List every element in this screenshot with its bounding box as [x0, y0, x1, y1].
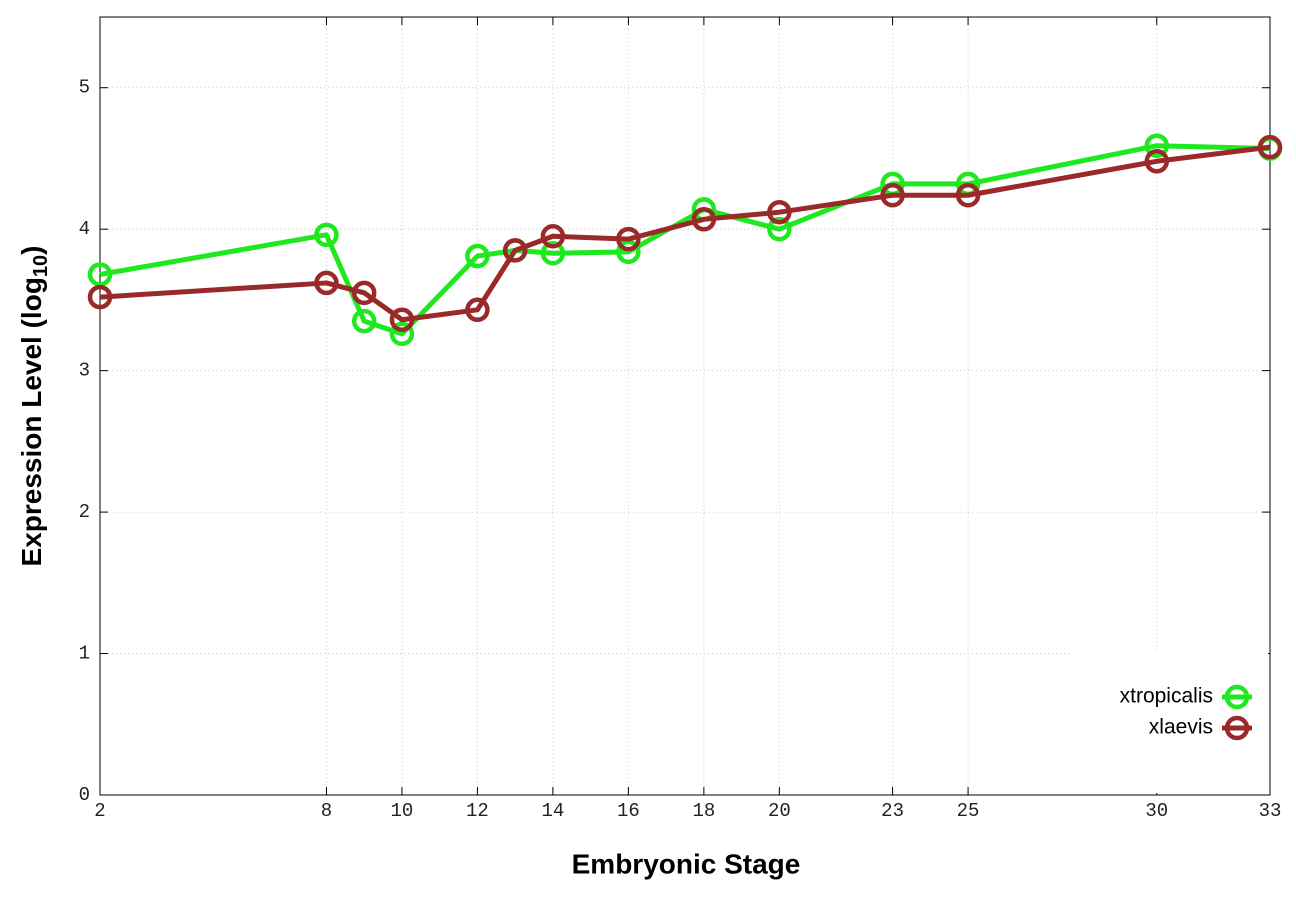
series-line — [99, 143, 1271, 337]
legend-swatch-marker — [1224, 684, 1250, 710]
x-tick-label: 18 — [692, 800, 715, 822]
y-axis-title-suffix: ) — [16, 246, 47, 255]
x-tick-label: 25 — [957, 800, 980, 822]
data-point — [87, 262, 113, 287]
data-point — [465, 243, 490, 269]
data-point — [767, 216, 792, 242]
x-tick-label: 23 — [881, 800, 904, 822]
y-axis-title: Expression Level (log10) — [16, 246, 52, 567]
legend-label: xlaevis — [1149, 716, 1213, 739]
x-tick-label: 33 — [1259, 800, 1282, 822]
y-tick-label: 5 — [79, 77, 90, 99]
data-point — [351, 308, 377, 334]
data-point — [955, 182, 981, 208]
x-tick-label: 8 — [321, 800, 332, 822]
data-point — [540, 240, 566, 266]
data-point — [87, 284, 113, 310]
x-tick-label: 30 — [1145, 800, 1168, 822]
data-point — [389, 307, 415, 332]
data-point — [616, 239, 641, 265]
data-point — [880, 182, 905, 208]
data-point — [389, 321, 415, 347]
data-point — [314, 270, 339, 296]
y-tick-label: 1 — [79, 643, 90, 665]
x-tick-label: 16 — [617, 800, 640, 822]
series-line — [99, 144, 1271, 323]
x-tick-label: 2 — [94, 800, 105, 822]
data-point — [465, 297, 490, 323]
y-axis-title-subscript: 10 — [30, 255, 52, 277]
data-point — [616, 226, 641, 252]
y-tick-label: 2 — [79, 501, 90, 523]
data-point — [502, 238, 528, 263]
y-tick-label: 0 — [79, 784, 90, 806]
data-point — [351, 280, 377, 306]
data-point — [1144, 133, 1170, 158]
x-tick-label: 20 — [768, 800, 791, 822]
legend-swatch-marker — [1224, 715, 1250, 741]
data-point — [1257, 134, 1283, 160]
data-point — [1144, 149, 1170, 174]
data-point — [691, 207, 717, 232]
legend-background — [1072, 652, 1268, 793]
data-point — [314, 222, 339, 248]
data-point — [540, 224, 566, 249]
x-tick-label: 10 — [391, 800, 414, 822]
x-tick-label: 12 — [466, 800, 489, 822]
data-point — [767, 199, 792, 225]
y-axis-title-text: Expression Level (log — [16, 277, 47, 566]
x-tick-label: 14 — [541, 800, 564, 822]
plot-frame — [99, 16, 1271, 796]
y-tick-label: 3 — [79, 360, 90, 382]
x-axis-title: Embryonic Stage — [572, 848, 801, 879]
legend-label: xtropicalis — [1120, 685, 1213, 708]
y-tick-label: 4 — [79, 218, 90, 240]
